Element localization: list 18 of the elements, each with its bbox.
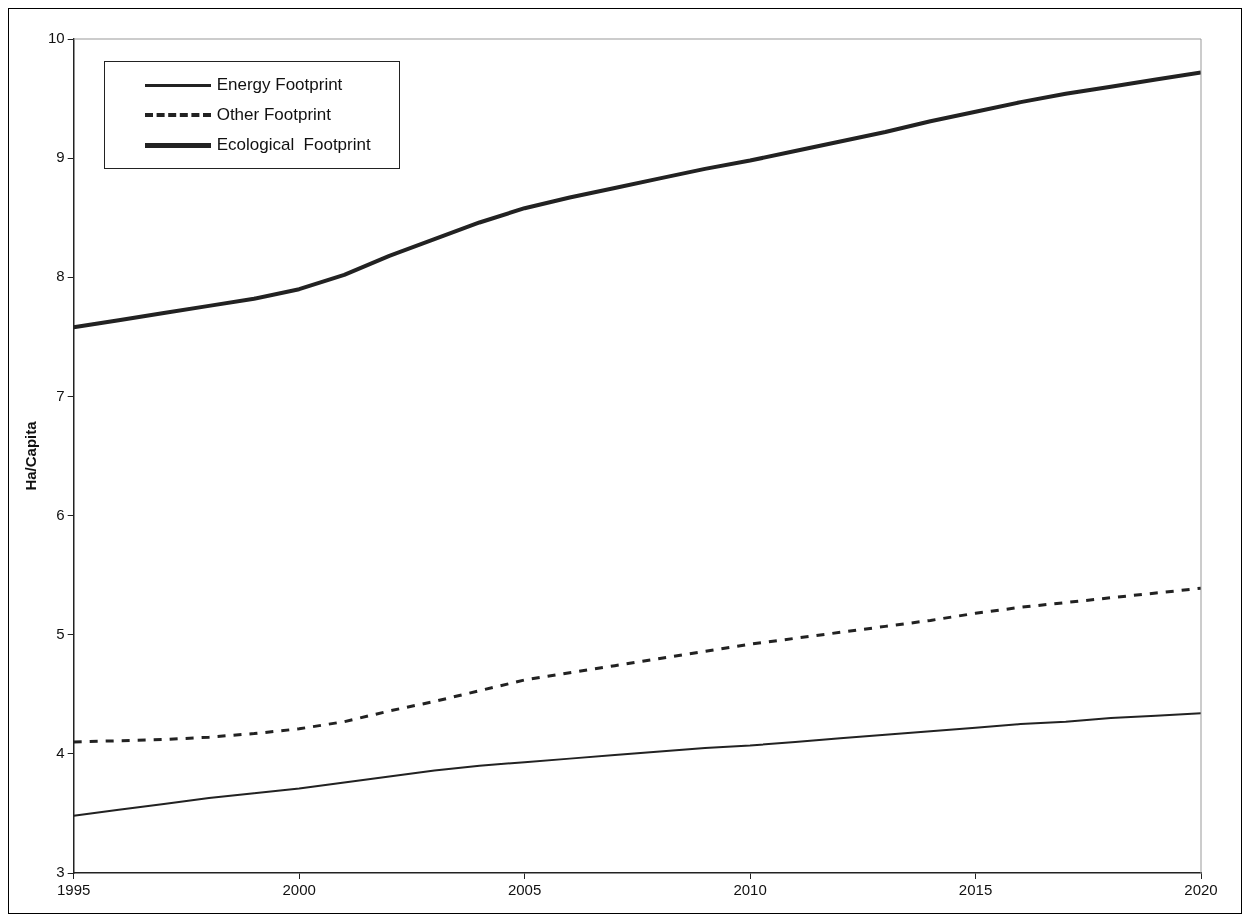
y-tick-label: 7: [56, 386, 65, 404]
x-tick-label: 2015: [958, 881, 993, 899]
x-tick-label: 2000: [282, 881, 316, 899]
y-tick-label: 3: [56, 863, 65, 881]
legend-label: Ecological Footprint: [216, 135, 371, 155]
y-tick-label: 8: [56, 267, 65, 285]
y-axis-title: Ha/Capita: [22, 420, 40, 491]
y-tick-label: 5: [56, 624, 65, 642]
y-tick-label: 9: [56, 148, 65, 166]
y-tick-label: 4: [56, 744, 65, 761]
x-tick-label: 2020: [1184, 881, 1218, 899]
y-tick-label: 10: [48, 29, 65, 47]
y-tick-label: 6: [56, 505, 65, 523]
legend-label: Energy Footprint: [216, 75, 343, 95]
x-tick-label: 2010: [733, 881, 767, 899]
x-tick-label: 2005: [507, 881, 542, 899]
x-tick-label: 1995: [57, 881, 91, 899]
legend-label: Other Footprint: [216, 105, 331, 125]
